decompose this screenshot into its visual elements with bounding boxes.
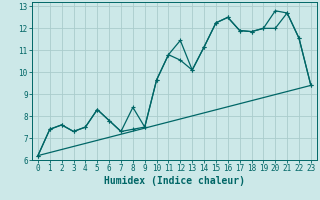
X-axis label: Humidex (Indice chaleur): Humidex (Indice chaleur) xyxy=(104,176,245,186)
